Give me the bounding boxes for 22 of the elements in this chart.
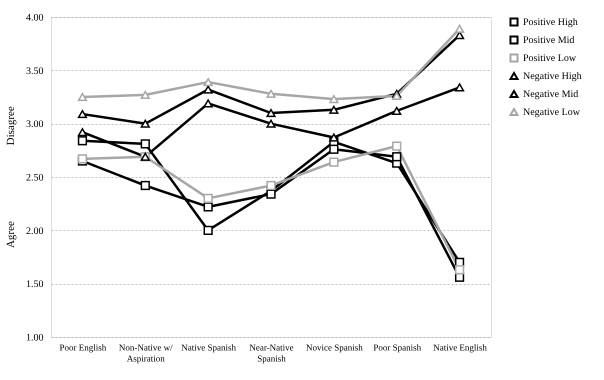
x-tick-label: Poor English: [60, 342, 107, 352]
y-tick-label: 2.00: [26, 226, 44, 237]
x-tick-label: Near-Native Spanish: [249, 342, 294, 364]
x-tick-label: Non-Native w/ Aspiration: [118, 342, 174, 364]
legend-label: Positive Mid: [523, 35, 574, 46]
legend-label: Positive Low: [523, 53, 577, 64]
y-tick-label: 3.00: [26, 119, 44, 130]
y-axis-title: Disagree: [5, 106, 17, 146]
x-tick-label: Novice Spanish: [306, 342, 364, 352]
y-tick-label: 4.00: [26, 12, 44, 24]
legend-label: Negative High: [523, 71, 582, 82]
legend-label: Negative Mid: [523, 89, 578, 100]
x-tick-label: Native Spanish: [181, 342, 237, 352]
y-tick-label: 1.00: [26, 332, 44, 344]
x-tick-label: Native English: [433, 342, 488, 352]
y-tick-label: 2.50: [26, 172, 44, 184]
text: Agree: [5, 221, 17, 248]
legend-label: Positive High: [523, 17, 578, 28]
x-tick-label: Poor Spanish: [373, 342, 422, 352]
y-tick-label: 1.50: [26, 279, 44, 290]
y-tick-label: 3.50: [26, 66, 44, 77]
legend-label: Negative Low: [523, 107, 581, 118]
